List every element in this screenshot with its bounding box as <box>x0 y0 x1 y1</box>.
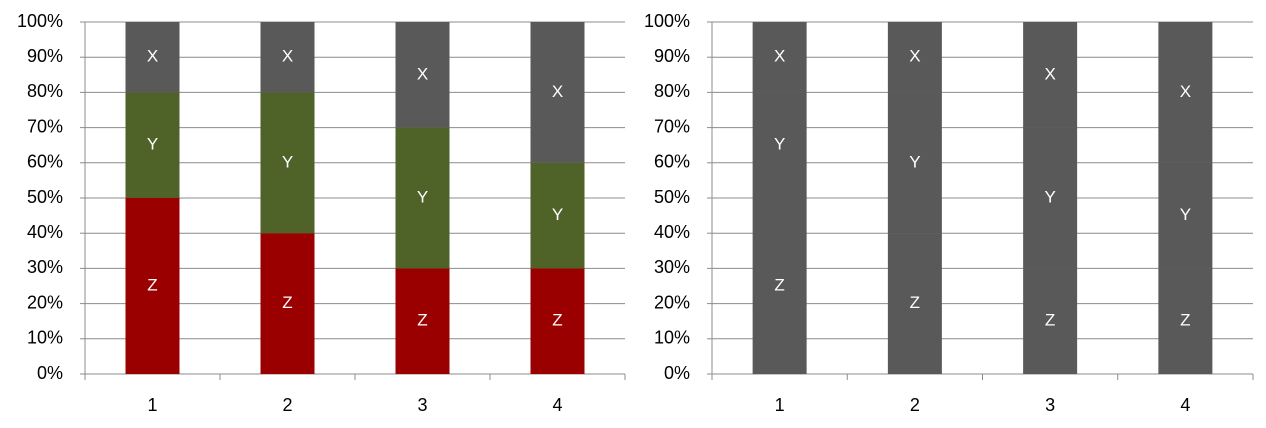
data-label: X <box>552 82 563 101</box>
data-label: Z <box>147 275 157 294</box>
y-tick-label: 10% <box>654 328 690 348</box>
data-label: Y <box>774 135 785 154</box>
y-tick-label: 50% <box>27 187 63 207</box>
bar-segment <box>752 92 807 198</box>
x-tick-label: 1 <box>147 395 157 415</box>
bar-segment <box>125 92 180 198</box>
data-label: X <box>774 47 785 66</box>
bar-segment <box>530 162 585 269</box>
bar-segment <box>530 22 585 163</box>
data-label: X <box>1180 82 1191 101</box>
data-label: Z <box>552 311 562 330</box>
y-tick-label: 70% <box>654 116 690 136</box>
data-label: Y <box>1044 187 1055 206</box>
y-tick-label: 20% <box>27 292 63 312</box>
data-label: X <box>417 64 428 83</box>
bar-segment <box>395 127 450 269</box>
data-label: Y <box>417 187 428 206</box>
y-tick-label: 90% <box>27 46 63 66</box>
y-tick-label: 20% <box>654 292 690 312</box>
data-label: Y <box>1180 205 1191 224</box>
bar-segment <box>1158 22 1213 163</box>
bar-segment <box>395 22 450 128</box>
y-tick-label: 30% <box>654 257 690 277</box>
x-tick-label: 2 <box>910 395 920 415</box>
bar-segment <box>530 268 585 374</box>
data-label: Z <box>774 275 784 294</box>
bar-segment <box>260 92 315 234</box>
y-tick-label: 90% <box>654 46 690 66</box>
data-label: Z <box>1180 311 1190 330</box>
data-label: Z <box>417 311 427 330</box>
data-label: Y <box>552 205 563 224</box>
bar-segment <box>887 22 942 93</box>
bar-segment <box>752 198 807 374</box>
bar-segment <box>887 92 942 234</box>
x-tick-label: 4 <box>552 395 562 415</box>
bar-segment <box>125 198 180 374</box>
bar-segment <box>1023 127 1078 269</box>
bar-segment <box>125 22 180 93</box>
data-label: Z <box>282 293 292 312</box>
data-label: Y <box>909 152 920 171</box>
data-label: X <box>282 47 293 66</box>
x-tick-label: 4 <box>1180 395 1190 415</box>
data-label: Y <box>282 152 293 171</box>
bar-segment <box>887 233 942 374</box>
y-tick-label: 60% <box>654 152 690 172</box>
data-label: Y <box>147 135 158 154</box>
y-tick-label: 30% <box>27 257 63 277</box>
y-tick-label: 40% <box>654 222 690 242</box>
bar-segment <box>395 268 450 374</box>
data-label: X <box>1044 64 1055 83</box>
bar-segment <box>260 22 315 93</box>
y-tick-label: 0% <box>664 363 690 383</box>
y-tick-label: 80% <box>654 81 690 101</box>
bar-segment <box>1023 22 1078 128</box>
y-tick-label: 50% <box>654 187 690 207</box>
y-tick-label: 60% <box>27 152 63 172</box>
y-tick-label: 40% <box>27 222 63 242</box>
bar-segment <box>260 233 315 374</box>
y-tick-label: 10% <box>27 328 63 348</box>
y-tick-label: 80% <box>27 81 63 101</box>
bar-segment <box>1158 268 1213 374</box>
x-tick-label: 3 <box>1045 395 1055 415</box>
bar-segment <box>1023 268 1078 374</box>
bar-segment <box>752 22 807 93</box>
x-tick-label: 1 <box>775 395 785 415</box>
x-tick-label: 3 <box>417 395 427 415</box>
y-tick-label: 0% <box>37 363 63 383</box>
data-label: X <box>909 47 920 66</box>
y-tick-label: 70% <box>27 116 63 136</box>
y-tick-label: 100% <box>17 11 63 31</box>
y-tick-label: 100% <box>644 11 690 31</box>
data-label: Z <box>910 293 920 312</box>
x-tick-label: 2 <box>282 395 292 415</box>
data-label: X <box>147 47 158 66</box>
bar-segment <box>1158 162 1213 269</box>
data-label: Z <box>1045 311 1055 330</box>
